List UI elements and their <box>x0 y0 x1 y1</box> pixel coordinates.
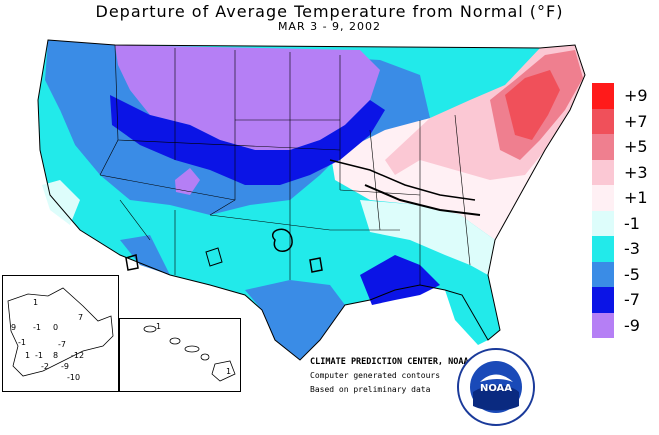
legend-row: +3 <box>592 159 658 185</box>
credits-center: CLIMATE PREDICTION CENTER, NOAA <box>310 357 469 367</box>
legend-label: +5 <box>624 137 648 156</box>
legend: +9 +7 +5 +3 +1 -1 -3 -5 -7 -9 <box>592 83 658 338</box>
alaska-value: -2 <box>41 362 49 371</box>
legend-label: +7 <box>624 111 648 131</box>
region-minus1-west <box>42 180 80 225</box>
legend-row: -9 <box>592 312 658 338</box>
legend-label: -1 <box>624 213 640 233</box>
alaska-value: 0 <box>53 323 59 332</box>
alaska-value: 1 <box>33 298 39 307</box>
credits-block: CLIMATE PREDICTION CENTER, NOAA Computer… <box>310 355 469 397</box>
alaska-value: -1 <box>18 338 26 347</box>
noaa-logo-text: NOAA <box>480 383 512 394</box>
legend-row: -1 <box>592 210 658 236</box>
alaska-value: -1 <box>35 351 43 360</box>
hawaii-value: 1 <box>226 367 232 376</box>
credits-line1: Computer generated contours <box>310 371 441 380</box>
alaska-map-shape <box>7 287 114 377</box>
legend-swatch <box>592 159 614 185</box>
legend-label: +9 <box>624 86 648 105</box>
alaska-value: -7 <box>58 340 66 349</box>
legend-label: -5 <box>624 264 640 284</box>
hawaii-map-shape <box>143 325 236 382</box>
legend-swatch <box>592 185 614 211</box>
legend-label: -3 <box>624 239 640 258</box>
alaska-value: -10 <box>67 373 81 382</box>
region-minus1 <box>360 200 495 275</box>
alaska-value: 1 <box>25 351 31 360</box>
region-plus7 <box>505 70 560 140</box>
noaa-logo: NOAA <box>457 348 535 426</box>
legend-row: -5 <box>592 261 658 287</box>
contour-line-1 <box>329 159 476 201</box>
region-minus7-north <box>110 95 385 185</box>
alaska-value: -9 <box>61 362 69 371</box>
region-minus9 <box>115 45 380 150</box>
legend-row: +1 <box>592 185 658 211</box>
legend-swatch <box>592 287 614 313</box>
legend-row: -7 <box>592 287 658 313</box>
contour-loop-3 <box>309 257 323 273</box>
legend-label: +1 <box>624 188 648 207</box>
alaska-value: 9 <box>11 323 17 332</box>
alaska-value: 7 <box>78 313 84 322</box>
contour-loop-2 <box>125 254 139 271</box>
contour-loop-1 <box>272 228 293 252</box>
credits-line2: Based on preliminary data <box>310 385 431 394</box>
alaska-value: 8 <box>53 351 59 360</box>
alaska-value: -12 <box>71 351 85 360</box>
legend-row: +7 <box>592 108 658 134</box>
legend-label: -9 <box>624 315 640 335</box>
region-minus5-southwest <box>120 235 170 275</box>
region-minus5-texas <box>245 280 345 360</box>
legend-swatch <box>592 261 614 287</box>
map-title: Departure of Average Temperature from No… <box>95 2 564 21</box>
legend-row: -3 <box>592 236 658 262</box>
region-minus9-pocket <box>175 168 200 195</box>
legend-swatch <box>592 108 614 134</box>
state-boundaries <box>99 44 471 285</box>
region-minus3-florida <box>445 290 488 345</box>
date-range: MAR 3 - 9, 2002 <box>277 20 382 33</box>
hawaii-value: 1 <box>156 322 162 331</box>
alaska-inset: 1 9 -1 0 7 -1 -7 1 -1 8 -12 -2 -9 -10 <box>2 275 119 392</box>
hawaii-inset: 1 1 <box>119 318 241 392</box>
legend-swatch <box>592 236 614 262</box>
alaska-value: -1 <box>33 323 41 332</box>
legend-swatch <box>592 312 614 338</box>
legend-row: +9 <box>592 83 658 109</box>
legend-swatch <box>592 83 614 109</box>
contour-loop-4 <box>205 247 223 267</box>
legend-row: +5 <box>592 134 658 160</box>
legend-swatch <box>592 134 614 160</box>
legend-label: +3 <box>624 162 648 182</box>
legend-label: -7 <box>624 290 640 309</box>
legend-swatch <box>592 210 614 236</box>
us-outline <box>37 39 586 361</box>
